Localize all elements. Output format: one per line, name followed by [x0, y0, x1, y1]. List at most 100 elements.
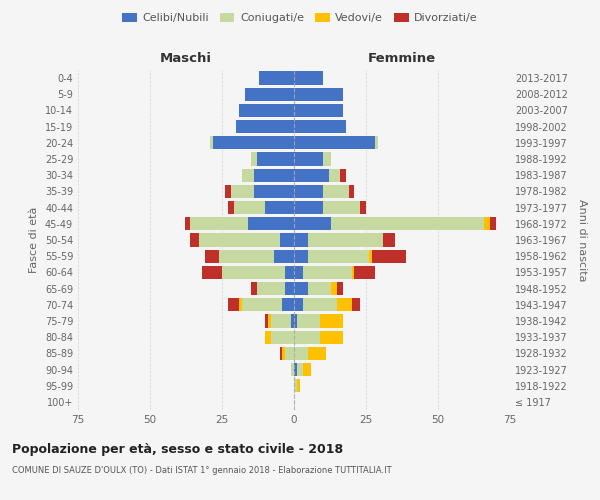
- Bar: [254, 168, 294, 182]
- Bar: [257, 152, 294, 166]
- Bar: [320, 330, 343, 344]
- Bar: [251, 152, 257, 166]
- Bar: [294, 201, 323, 214]
- Bar: [320, 314, 343, 328]
- Bar: [190, 234, 199, 246]
- Bar: [294, 136, 374, 149]
- Bar: [294, 330, 320, 344]
- Bar: [294, 250, 308, 263]
- Bar: [302, 363, 311, 376]
- Bar: [337, 298, 352, 312]
- Bar: [268, 314, 271, 328]
- Bar: [352, 266, 355, 279]
- Bar: [297, 314, 320, 328]
- Bar: [297, 363, 302, 376]
- Bar: [294, 314, 297, 328]
- Bar: [233, 201, 265, 214]
- Bar: [283, 298, 294, 312]
- Bar: [484, 217, 490, 230]
- Bar: [228, 201, 233, 214]
- Bar: [294, 363, 297, 376]
- Bar: [239, 104, 294, 117]
- Bar: [291, 363, 294, 376]
- Bar: [239, 298, 242, 312]
- Legend: Celibi/Nubili, Coniugati/e, Vedovi/e, Divorziati/e: Celibi/Nubili, Coniugati/e, Vedovi/e, Di…: [118, 8, 482, 28]
- Bar: [294, 72, 323, 85]
- Bar: [490, 217, 496, 230]
- Bar: [236, 120, 294, 134]
- Bar: [360, 201, 366, 214]
- Bar: [372, 250, 406, 263]
- Bar: [214, 136, 294, 149]
- Bar: [242, 168, 254, 182]
- Bar: [294, 234, 308, 246]
- Bar: [265, 314, 268, 328]
- Bar: [242, 298, 283, 312]
- Text: COMUNE DI SAUZE D'OULX (TO) - Dati ISTAT 1° gennaio 2018 - Elaborazione TUTTITAL: COMUNE DI SAUZE D'OULX (TO) - Dati ISTAT…: [12, 466, 392, 475]
- Bar: [331, 282, 337, 295]
- Bar: [308, 346, 326, 360]
- Bar: [294, 120, 346, 134]
- Bar: [340, 168, 346, 182]
- Bar: [274, 250, 294, 263]
- Bar: [230, 185, 254, 198]
- Bar: [271, 314, 291, 328]
- Bar: [271, 330, 294, 344]
- Y-axis label: Fasce di età: Fasce di età: [29, 207, 39, 273]
- Bar: [185, 217, 190, 230]
- Bar: [331, 217, 484, 230]
- Bar: [369, 250, 372, 263]
- Bar: [225, 185, 230, 198]
- Bar: [294, 217, 331, 230]
- Bar: [302, 266, 352, 279]
- Bar: [251, 282, 257, 295]
- Bar: [228, 298, 239, 312]
- Text: Popolazione per età, sesso e stato civile - 2018: Popolazione per età, sesso e stato civil…: [12, 442, 343, 456]
- Bar: [349, 185, 355, 198]
- Bar: [297, 379, 300, 392]
- Bar: [291, 314, 294, 328]
- Bar: [294, 88, 343, 101]
- Bar: [294, 346, 308, 360]
- Bar: [355, 266, 374, 279]
- Bar: [294, 168, 329, 182]
- Bar: [286, 266, 294, 279]
- Bar: [257, 282, 286, 295]
- Bar: [202, 266, 222, 279]
- Bar: [265, 330, 271, 344]
- Bar: [211, 136, 214, 149]
- Bar: [254, 185, 294, 198]
- Bar: [308, 234, 383, 246]
- Bar: [280, 234, 294, 246]
- Bar: [323, 201, 360, 214]
- Bar: [205, 250, 219, 263]
- Bar: [323, 185, 349, 198]
- Bar: [308, 282, 331, 295]
- Bar: [383, 234, 395, 246]
- Bar: [265, 201, 294, 214]
- Bar: [294, 104, 343, 117]
- Bar: [294, 379, 297, 392]
- Bar: [286, 346, 294, 360]
- Y-axis label: Anni di nascita: Anni di nascita: [577, 198, 587, 281]
- Bar: [248, 217, 294, 230]
- Bar: [302, 298, 337, 312]
- Text: Maschi: Maschi: [160, 52, 212, 65]
- Bar: [199, 234, 280, 246]
- Bar: [245, 88, 294, 101]
- Bar: [286, 282, 294, 295]
- Bar: [329, 168, 340, 182]
- Bar: [323, 152, 331, 166]
- Bar: [222, 266, 286, 279]
- Bar: [219, 250, 274, 263]
- Bar: [352, 298, 360, 312]
- Bar: [374, 136, 377, 149]
- Text: Femmine: Femmine: [368, 52, 436, 65]
- Bar: [294, 266, 302, 279]
- Bar: [294, 298, 302, 312]
- Bar: [294, 185, 323, 198]
- Bar: [280, 346, 283, 360]
- Bar: [283, 346, 286, 360]
- Bar: [259, 72, 294, 85]
- Bar: [308, 250, 369, 263]
